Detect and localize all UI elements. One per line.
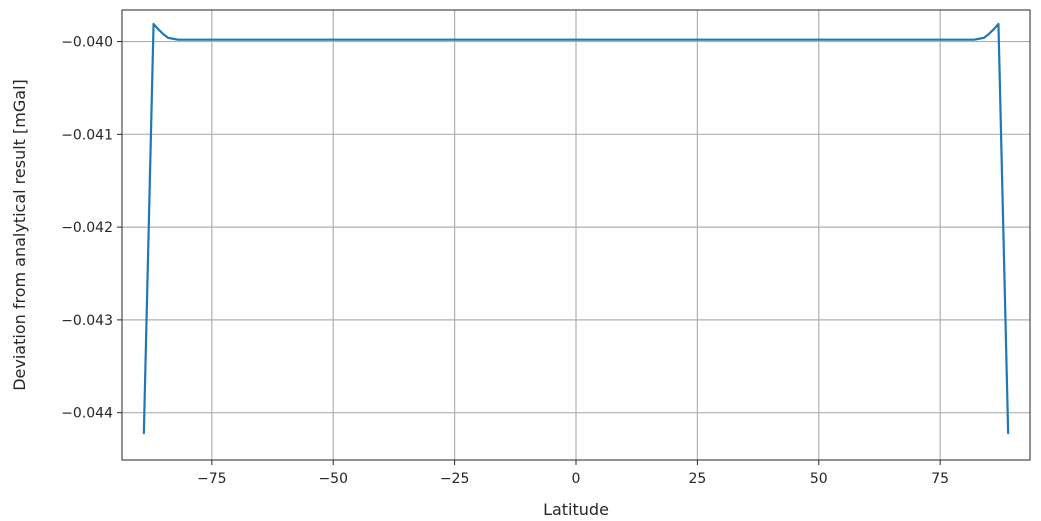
x-axis-label: Latitude <box>543 500 609 519</box>
x-tick-label: 50 <box>810 471 828 487</box>
y-tick-label: −0.043 <box>61 313 113 329</box>
y-tick-label: −0.040 <box>61 35 113 51</box>
y-tick-label: −0.044 <box>61 406 113 422</box>
x-tick-label: 75 <box>931 471 949 487</box>
series-line <box>142 22 1010 435</box>
series-layer <box>142 22 1010 435</box>
grid <box>122 10 1030 460</box>
y-tick-label: −0.041 <box>61 127 113 143</box>
y-tick-label: −0.042 <box>61 220 113 236</box>
x-tick-label: −25 <box>440 471 470 487</box>
x-tick-label: −75 <box>197 471 227 487</box>
x-tick-label: −50 <box>318 471 348 487</box>
y-axis-label: Deviation from analytical result [mGal] <box>10 79 29 391</box>
ticks: −75 −50 −25 0 25 50 75 −0.040 −0.041 −0.042 −0.043… <box>61 35 949 487</box>
x-tick-label: 25 <box>688 471 706 487</box>
x-tick-label: 0 <box>572 471 581 487</box>
